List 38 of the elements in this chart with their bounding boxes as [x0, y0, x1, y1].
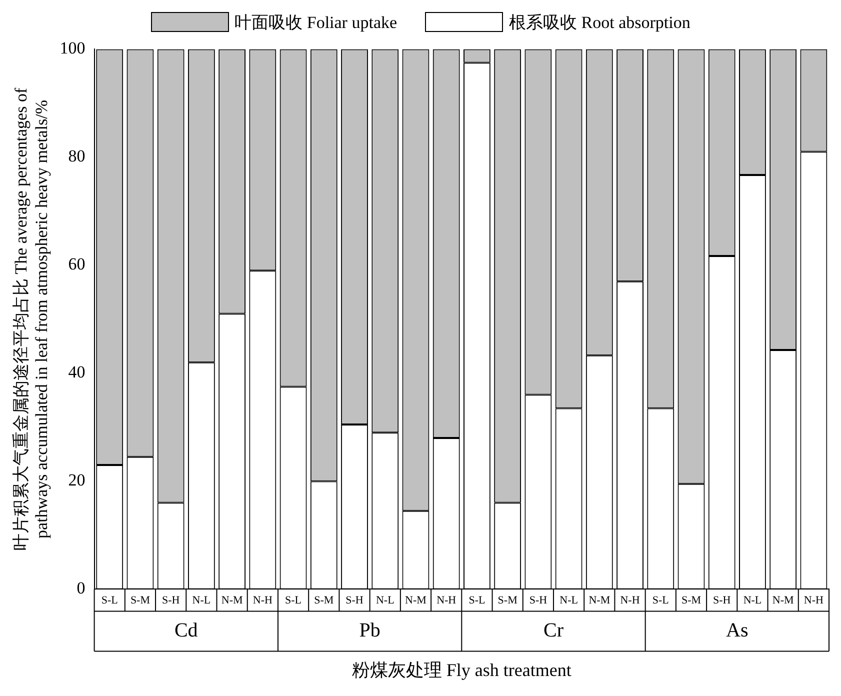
- x-tick-label: S-L: [101, 594, 118, 607]
- x-tick-label: N-H: [436, 594, 456, 607]
- y-tick-label: 60: [68, 254, 86, 274]
- y-tick-label: 20: [68, 470, 86, 490]
- x-tick-label: N-L: [560, 594, 578, 607]
- x-tick-label: N-L: [192, 594, 211, 607]
- x-tick-label: S-H: [529, 594, 548, 607]
- y-tick-label: 80: [68, 146, 86, 166]
- text: Cd: [174, 619, 198, 642]
- x-tick-label: S-M: [314, 594, 334, 607]
- text: As: [726, 619, 748, 642]
- x-tick-label: N-M: [405, 594, 427, 607]
- x-tick-label: N-H: [804, 594, 824, 607]
- x-tick-label: S-H: [162, 594, 180, 607]
- x-axis-title: 粉煤灰处理 Fly ash treatment: [352, 660, 572, 680]
- series-label: 叶面吸收 Foliar uptake: [234, 12, 398, 34]
- x-tick-label: S-L: [285, 594, 302, 607]
- x-tick-label: N-H: [252, 594, 272, 607]
- x-tick-label: S-M: [681, 594, 702, 607]
- x-tick-label: S-M: [498, 594, 518, 607]
- x-tick-label: N-M: [221, 594, 243, 607]
- y-tick-label: 100: [60, 38, 86, 58]
- x-tick-label: S-H: [712, 594, 731, 607]
- y-tick-label: 40: [68, 362, 86, 382]
- x-tick-label: N-M: [772, 594, 794, 607]
- x-tick-label: N-L: [376, 594, 395, 607]
- text: Pb: [359, 619, 380, 642]
- legend-label: 根系吸收 Root absorption: [509, 12, 690, 34]
- y-axis-title: 叶片积累大气重金属的途径平均占比 The average percentages of pathways accumulated in leaf from atmospheric heavy metals/%: [12, 88, 52, 551]
- x-tick-label: S-M: [130, 594, 150, 607]
- x-tick-label: N-H: [620, 594, 640, 607]
- x-tick-label: S-L: [652, 594, 670, 607]
- x-tick-label: N-L: [743, 594, 762, 607]
- x-tick-label: N-M: [588, 594, 610, 607]
- x-tick-label: S-L: [468, 594, 486, 607]
- x-tick-label: S-H: [346, 594, 364, 607]
- y-tick-label: 0: [76, 578, 86, 598]
- text: Cr: [543, 619, 564, 642]
